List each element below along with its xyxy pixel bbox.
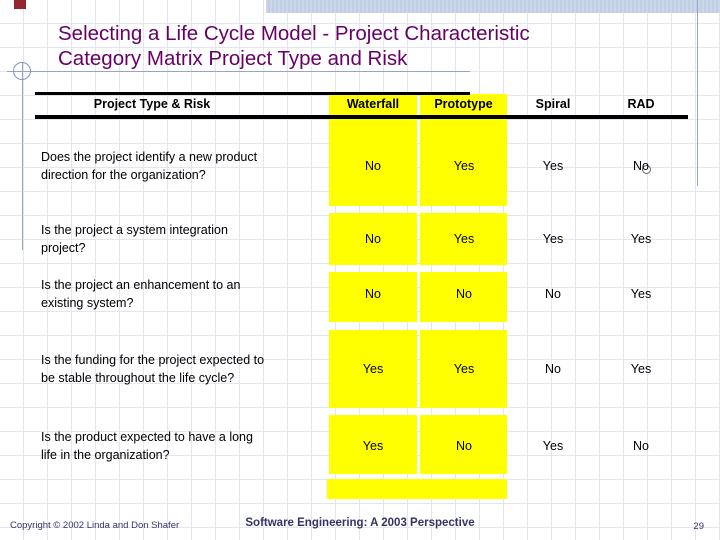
question-cell: Does the project identify a new product … bbox=[41, 150, 258, 182]
answer-cell: Yes bbox=[542, 159, 564, 173]
answer-cell: No bbox=[456, 287, 472, 301]
answer-cell: Yes bbox=[630, 362, 652, 376]
slide-title: Selecting a Life Cycle Model - Project C… bbox=[58, 22, 530, 70]
answer-cell: Yes bbox=[362, 362, 384, 376]
question-cell: Is the project a system integration proj… bbox=[41, 223, 228, 255]
column-header-project-type: Project Type & Risk bbox=[93, 97, 211, 111]
answer-cell: No bbox=[365, 232, 381, 246]
yellow-highlight bbox=[420, 330, 507, 408]
answer-cell: Yes bbox=[542, 232, 564, 246]
yellow-highlight bbox=[420, 272, 507, 322]
column-header-rad: RAD bbox=[627, 97, 655, 111]
answer-cell: Yes bbox=[542, 439, 564, 453]
table-header-rule bbox=[35, 115, 688, 119]
question-cell: Is the funding for the project expected … bbox=[41, 353, 265, 385]
answer-cell: Yes bbox=[453, 159, 475, 173]
answer-cell: Yes bbox=[362, 439, 384, 453]
table-top-rule bbox=[35, 92, 470, 95]
answer-cell: Yes bbox=[453, 362, 475, 376]
left-vertical-rule-decoration bbox=[22, 63, 23, 250]
right-vertical-rule-decoration bbox=[697, 0, 698, 186]
column-header-prototype: Prototype bbox=[434, 97, 493, 111]
footer-book-title: Software Engineering: A 2003 Perspective bbox=[245, 517, 475, 529]
answer-cell: No bbox=[545, 287, 561, 301]
yellow-highlight-footer bbox=[327, 479, 507, 499]
answer-cell: Yes bbox=[630, 287, 652, 301]
small-circle-icon bbox=[642, 165, 651, 174]
horizontal-rule-decoration bbox=[7, 71, 470, 72]
red-corner-chip bbox=[14, 0, 26, 9]
top-dotted-band bbox=[266, 0, 720, 13]
answer-cell: No bbox=[365, 287, 381, 301]
yellow-highlight bbox=[420, 213, 507, 265]
yellow-highlight bbox=[420, 415, 507, 474]
column-header-waterfall: Waterfall bbox=[346, 97, 400, 111]
question-cell: Is the product expected to have a long l… bbox=[41, 430, 253, 462]
answer-cell: Yes bbox=[630, 232, 652, 246]
answer-cell: Yes bbox=[453, 232, 475, 246]
answer-cell: No bbox=[633, 439, 649, 453]
crosshair-circle-icon bbox=[13, 62, 31, 80]
yellow-highlight bbox=[420, 94, 507, 206]
answer-cell: No bbox=[365, 159, 381, 173]
yellow-highlight bbox=[329, 272, 417, 322]
copyright-text: Copyright © 2002 Linda and Don Shafer bbox=[10, 520, 180, 531]
yellow-highlight bbox=[329, 94, 417, 206]
answer-cell: No bbox=[545, 362, 561, 376]
question-cell: Is the project an enhancement to an exis… bbox=[41, 278, 241, 310]
yellow-highlight bbox=[329, 330, 417, 408]
answer-cell: No bbox=[456, 439, 472, 453]
answer-cell: No bbox=[633, 159, 649, 173]
yellow-highlight bbox=[329, 415, 417, 474]
yellow-highlight bbox=[329, 213, 417, 265]
page-number: 29 bbox=[693, 521, 704, 532]
column-header-spiral: Spiral bbox=[535, 97, 571, 111]
